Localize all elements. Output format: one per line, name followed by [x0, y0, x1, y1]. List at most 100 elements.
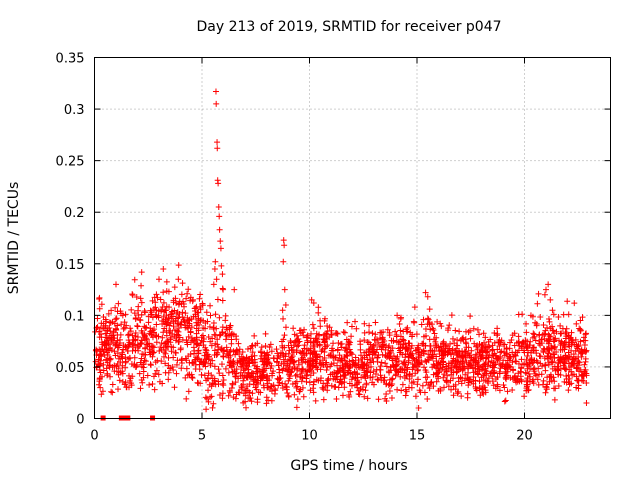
data-point: [263, 394, 270, 401]
data-point: [203, 309, 210, 316]
data-point: [285, 342, 292, 349]
data-point: [182, 310, 189, 317]
data-point: [430, 326, 437, 333]
data-point: [545, 350, 552, 357]
data-point: [237, 369, 244, 376]
data-point: [490, 359, 497, 366]
data-point: [165, 376, 172, 383]
data-point: [399, 351, 406, 358]
data-point: [154, 294, 161, 301]
data-point: [440, 359, 447, 366]
data-point: [563, 330, 570, 337]
data-point: [299, 384, 306, 391]
data-point: [280, 237, 287, 244]
data-point: [383, 363, 390, 370]
data-point: [190, 313, 197, 320]
data-point: [351, 368, 358, 375]
data-point: [216, 370, 223, 377]
data-point: [375, 339, 382, 346]
data-point: [280, 365, 287, 372]
data-point: [397, 344, 404, 351]
data-point: [181, 318, 188, 325]
data-point: [344, 319, 351, 326]
data-point: [182, 355, 189, 362]
data-point: [340, 367, 347, 374]
data-point: [354, 370, 361, 377]
data-point: [96, 328, 103, 335]
data-point: [472, 383, 479, 390]
data-point: [552, 367, 559, 374]
data-point: [233, 347, 240, 354]
data-point: [292, 372, 299, 379]
data-point: [160, 329, 167, 336]
data-point: [460, 336, 467, 343]
data-point: [543, 286, 549, 293]
data-point: [544, 324, 551, 331]
data-point: [494, 325, 501, 332]
data-point: [454, 390, 461, 397]
data-point: [441, 384, 448, 391]
data-point: [112, 339, 119, 346]
data-point: [329, 371, 336, 378]
data-point: [535, 290, 542, 297]
data-point: [133, 294, 140, 301]
data-point: [480, 330, 487, 337]
data-point: [526, 373, 533, 380]
data-point: [492, 376, 499, 383]
data-point: [515, 311, 522, 318]
data-point: [501, 398, 508, 405]
data-point: [155, 308, 162, 315]
data-point: [386, 343, 393, 349]
data-point: [229, 368, 236, 375]
data-point: [142, 351, 149, 358]
data-point: [279, 385, 286, 392]
data-point: [223, 344, 230, 351]
data-point: [434, 373, 441, 380]
data-point: [332, 383, 339, 390]
data-point: [406, 371, 413, 378]
data-point: [207, 302, 214, 309]
data-point: [138, 327, 145, 334]
data-point: [555, 314, 562, 321]
data-point: [419, 382, 426, 389]
data-point: [310, 299, 317, 306]
data-point: [503, 345, 510, 352]
data-point: [177, 321, 184, 328]
data-point: [524, 353, 531, 360]
data-point: [471, 357, 478, 364]
data-point: [260, 382, 267, 389]
data-point: [193, 325, 200, 332]
data-point: [251, 352, 258, 359]
data-point: [452, 327, 459, 334]
data-point: [406, 375, 413, 382]
data-point: [454, 351, 461, 358]
data-point: [236, 351, 243, 358]
data-point: [171, 284, 178, 291]
data-point: [303, 378, 310, 385]
data-point: [324, 364, 331, 371]
data-point: [369, 374, 376, 381]
data-point: [529, 360, 536, 367]
data-point: [141, 323, 148, 330]
data-point: [249, 349, 256, 356]
data-point: [216, 314, 223, 321]
data-point: [380, 377, 387, 384]
data-point: [250, 370, 257, 377]
data-point: [337, 373, 344, 380]
data-point: [170, 323, 177, 330]
data-point: [415, 342, 422, 349]
data-point: [397, 373, 404, 380]
data-point: [278, 338, 285, 345]
data-point: [508, 337, 515, 344]
data-point: [525, 370, 532, 377]
data-point: [563, 372, 570, 379]
data-points: [92, 88, 590, 413]
data-point: [300, 393, 307, 400]
data-point: [162, 360, 169, 367]
data-point: [213, 325, 220, 332]
data-point: [222, 336, 229, 343]
data-point: [289, 381, 296, 388]
data-point: [433, 378, 440, 385]
data-point: [332, 354, 339, 361]
data-point: [484, 378, 491, 385]
